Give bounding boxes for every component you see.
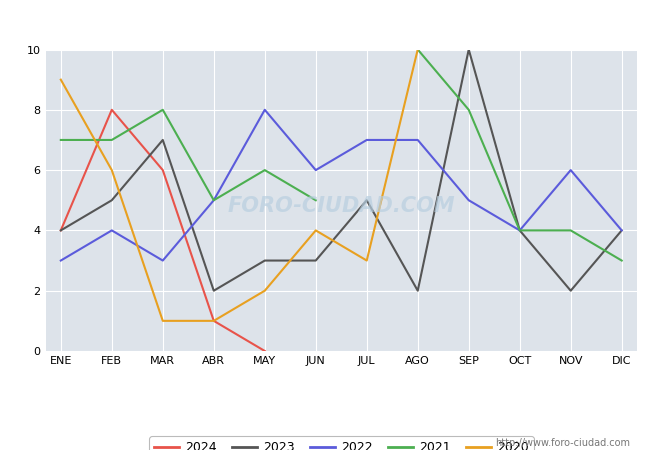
- Legend: 2024, 2023, 2022, 2021, 2020: 2024, 2023, 2022, 2021, 2020: [149, 436, 534, 450]
- Text: FORO-CIUDAD.COM: FORO-CIUDAD.COM: [227, 196, 455, 216]
- Text: Matriculaciones de Vehiculos en Moral de Calatrava: Matriculaciones de Vehiculos en Moral de…: [111, 14, 540, 33]
- Text: http://www.foro-ciudad.com: http://www.foro-ciudad.com: [495, 438, 630, 448]
